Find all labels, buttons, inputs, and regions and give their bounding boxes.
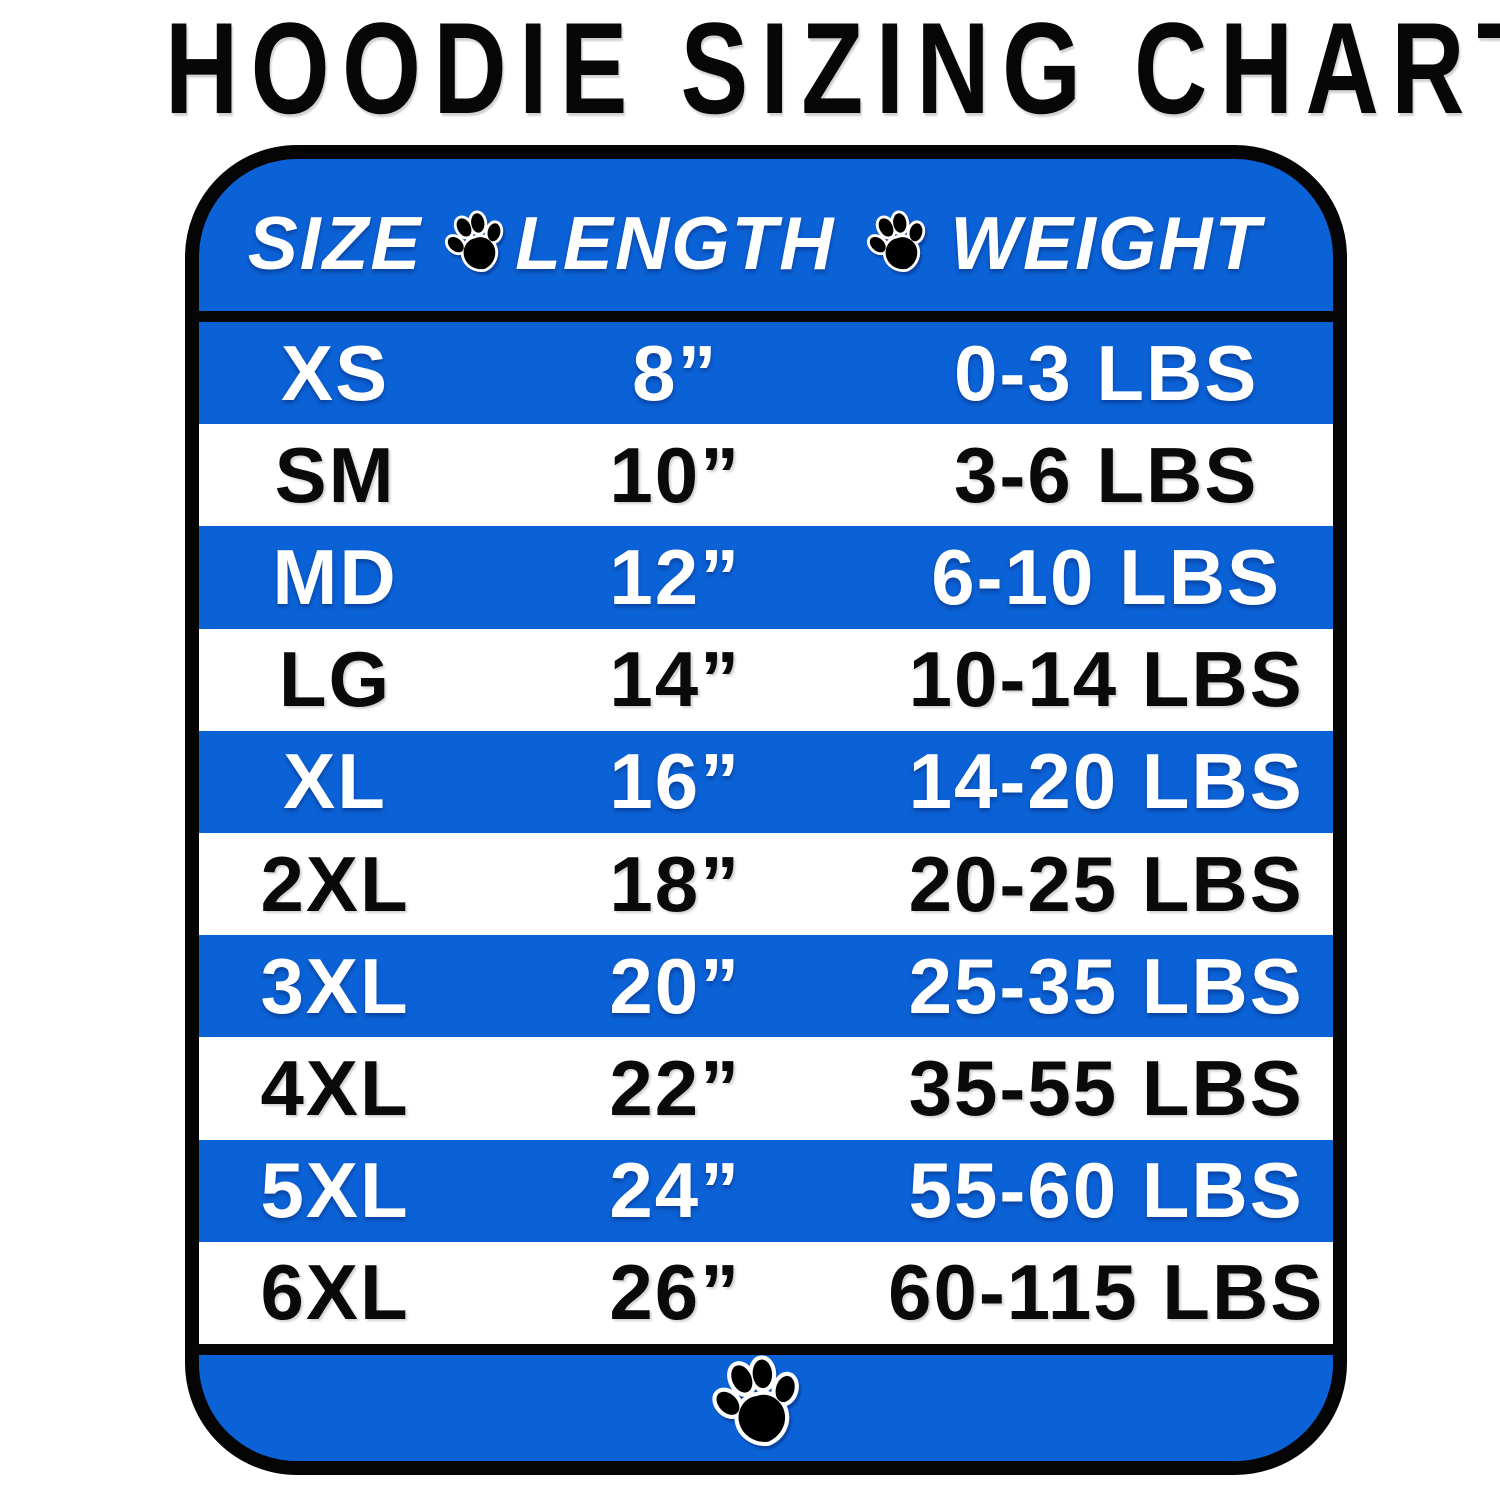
length-cell: 8” xyxy=(632,328,719,417)
paw-icon xyxy=(445,213,509,277)
length-cell: 26” xyxy=(609,1248,742,1337)
table-row: 6XL 26” 60-115 LBS xyxy=(199,1241,1333,1345)
size-cell: 3XL xyxy=(260,941,410,1030)
size-cell: MD xyxy=(272,533,398,621)
weight-cell: 10-14 LBS xyxy=(908,635,1304,724)
table-row: LG 14” 10-14 LBS xyxy=(199,628,1333,731)
size-cell: 2XL xyxy=(260,839,410,928)
header-divider xyxy=(199,311,1333,322)
length-cell: 24” xyxy=(609,1146,742,1235)
length-cell: 14” xyxy=(609,635,742,724)
table-row: XS 8” 0-3 LBS xyxy=(199,322,1333,425)
table-header: SIZE LENGTH WEIGHT xyxy=(199,159,1333,311)
weight-cell: 6-10 LBS xyxy=(931,533,1282,621)
weight-cell: 25-35 LBS xyxy=(908,941,1304,1030)
length-cell: 22” xyxy=(609,1044,742,1133)
table-row: 2XL 18” 20-25 LBS xyxy=(199,833,1333,936)
table-row: MD 12” 6-10 LBS xyxy=(199,526,1333,629)
paw-icon xyxy=(712,1359,806,1453)
table-row: 4XL 22” 35-55 LBS xyxy=(199,1037,1333,1140)
length-cell: 18” xyxy=(609,839,742,928)
weight-cell: 20-25 LBS xyxy=(908,839,1304,928)
header-length: LENGTH xyxy=(515,201,836,285)
length-cell: 16” xyxy=(609,737,742,826)
weight-cell: 60-115 LBS xyxy=(888,1248,1325,1337)
length-cell: 20” xyxy=(609,941,742,1030)
weight-cell: 35-55 LBS xyxy=(908,1044,1304,1133)
size-cell: 4XL xyxy=(260,1044,410,1133)
weight-cell: 3-6 LBS xyxy=(953,430,1259,519)
paw-icon xyxy=(867,213,931,277)
size-cell: 5XL xyxy=(260,1146,410,1235)
length-cell: 12” xyxy=(609,533,742,621)
size-cell: XL xyxy=(283,737,387,826)
length-cell: 10” xyxy=(609,430,742,519)
size-cell: LG xyxy=(278,635,392,724)
table-row: 5XL 24” 55-60 LBS xyxy=(199,1139,1333,1242)
page-title: HOODIE SIZING CHART xyxy=(165,0,1500,141)
size-cell: XS xyxy=(281,328,390,417)
sizing-chart-card: SIZE LENGTH WEIGHT XS 8” xyxy=(185,145,1347,1475)
table-row: XL 16” 14-20 LBS xyxy=(199,730,1333,834)
header-weight: WEIGHT xyxy=(950,201,1263,285)
table-body: XS 8” 0-3 LBS SM 10” 3-6 LBS MD 12” 6-10… xyxy=(199,322,1333,1345)
header-size: SIZE xyxy=(247,201,423,285)
table-row: SM 10” 3-6 LBS xyxy=(199,424,1333,527)
weight-cell: 0-3 LBS xyxy=(953,328,1259,417)
weight-cell: 55-60 LBS xyxy=(908,1146,1304,1235)
table-row: 3XL 20” 25-35 LBS xyxy=(199,935,1333,1038)
size-cell: SM xyxy=(274,430,396,519)
size-cell: 6XL xyxy=(260,1248,410,1337)
footer-divider xyxy=(199,1344,1333,1355)
card-footer xyxy=(199,1355,1333,1461)
weight-cell: 14-20 LBS xyxy=(908,737,1304,826)
